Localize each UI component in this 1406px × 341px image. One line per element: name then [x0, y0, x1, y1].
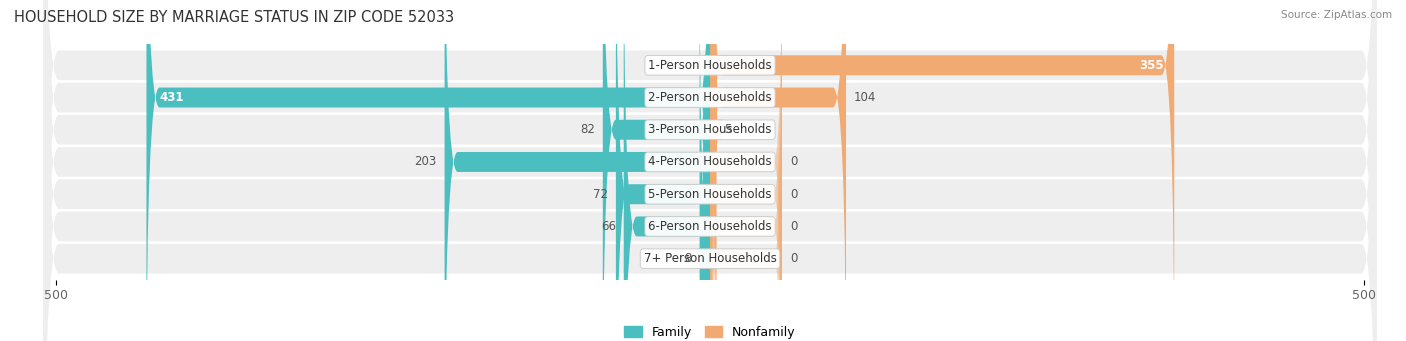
Text: 0: 0 [790, 188, 797, 201]
Text: 72: 72 [593, 188, 607, 201]
Legend: Family, Nonfamily: Family, Nonfamily [619, 321, 801, 341]
Text: 2-Person Households: 2-Person Households [648, 91, 772, 104]
FancyBboxPatch shape [44, 0, 1376, 341]
FancyBboxPatch shape [44, 0, 1376, 341]
Text: 5-Person Households: 5-Person Households [648, 188, 772, 201]
Text: 0: 0 [790, 220, 797, 233]
FancyBboxPatch shape [697, 0, 713, 341]
Text: 0: 0 [790, 252, 797, 265]
FancyBboxPatch shape [146, 0, 710, 341]
FancyBboxPatch shape [710, 0, 782, 341]
Text: 0: 0 [790, 155, 797, 168]
FancyBboxPatch shape [444, 0, 710, 341]
FancyBboxPatch shape [710, 0, 782, 341]
Text: 4-Person Households: 4-Person Households [648, 155, 772, 168]
Text: 431: 431 [159, 91, 184, 104]
Text: 1-Person Households: 1-Person Households [648, 59, 772, 72]
FancyBboxPatch shape [710, 0, 1174, 341]
Text: Source: ZipAtlas.com: Source: ZipAtlas.com [1281, 10, 1392, 20]
Text: 355: 355 [1139, 59, 1164, 72]
FancyBboxPatch shape [44, 0, 1376, 341]
Text: 6-Person Households: 6-Person Households [648, 220, 772, 233]
FancyBboxPatch shape [44, 0, 1376, 341]
FancyBboxPatch shape [44, 0, 1376, 341]
FancyBboxPatch shape [710, 0, 782, 341]
Text: 82: 82 [581, 123, 595, 136]
FancyBboxPatch shape [703, 0, 723, 341]
Text: 203: 203 [415, 155, 437, 168]
Text: 8: 8 [685, 252, 692, 265]
Text: 5: 5 [724, 123, 731, 136]
FancyBboxPatch shape [44, 0, 1376, 341]
FancyBboxPatch shape [603, 0, 710, 341]
Text: 66: 66 [600, 220, 616, 233]
Text: HOUSEHOLD SIZE BY MARRIAGE STATUS IN ZIP CODE 52033: HOUSEHOLD SIZE BY MARRIAGE STATUS IN ZIP… [14, 10, 454, 25]
FancyBboxPatch shape [710, 0, 846, 341]
Text: 104: 104 [853, 91, 876, 104]
FancyBboxPatch shape [710, 11, 782, 341]
FancyBboxPatch shape [616, 0, 710, 341]
Text: 3-Person Households: 3-Person Households [648, 123, 772, 136]
Text: 7+ Person Households: 7+ Person Households [644, 252, 776, 265]
FancyBboxPatch shape [624, 0, 710, 341]
FancyBboxPatch shape [44, 0, 1376, 341]
